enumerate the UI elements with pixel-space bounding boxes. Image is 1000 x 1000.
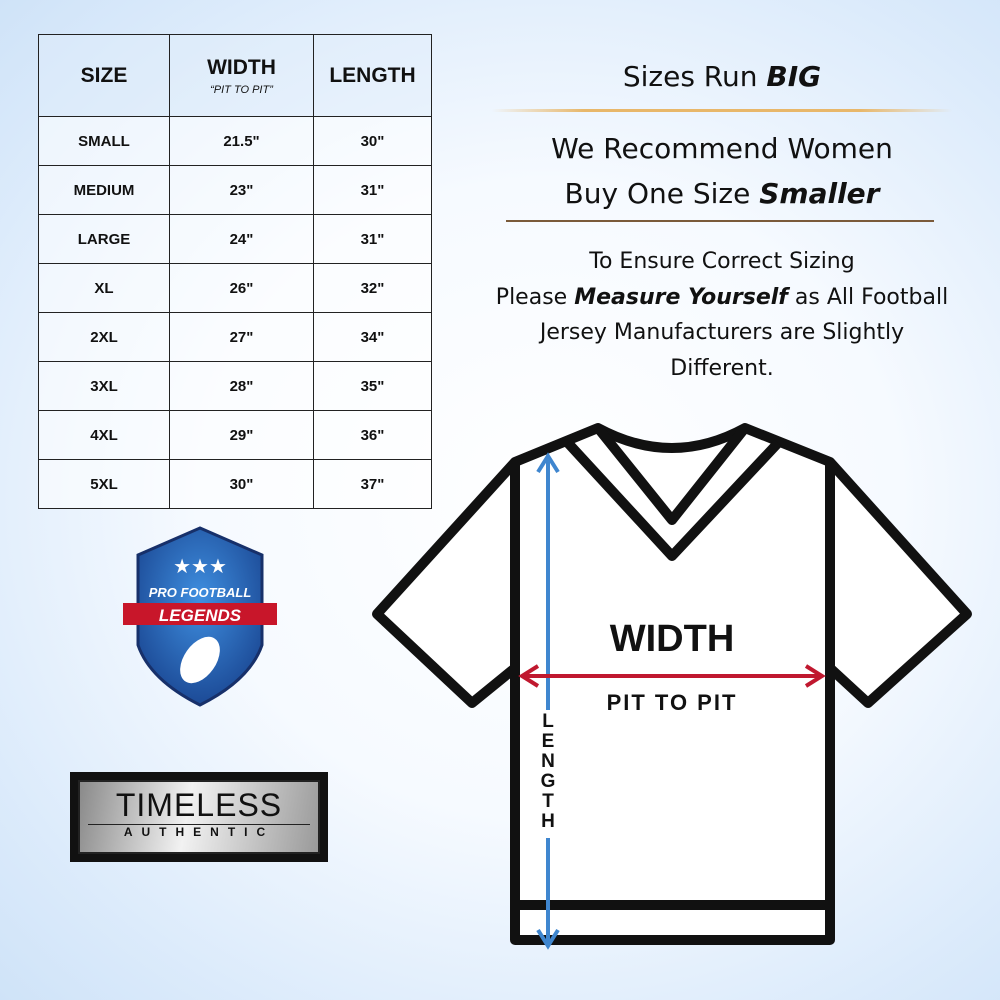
table-row: LARGE 24" 31" [38, 214, 432, 264]
cell-width: 29" [169, 410, 314, 460]
table-row: 5XL 30" 37" [38, 459, 432, 509]
cell-width: 24" [169, 214, 314, 264]
length-label-bg [536, 710, 560, 838]
width-label: WIDTH [609, 618, 735, 660]
cell-size: 2XL [38, 312, 170, 362]
cell-size: MEDIUM [38, 165, 170, 215]
recommend-line-1: We Recommend Women [551, 132, 893, 165]
recommend-line-2: Buy One Size Smaller [470, 177, 974, 210]
table-row: 4XL 29" 36" [38, 410, 432, 460]
width-arrow [518, 664, 826, 688]
header-size: SIZE [38, 34, 170, 117]
cell-size: 4XL [38, 410, 170, 460]
header-width-sub: “PIT TO PIT” [210, 83, 273, 96]
para-line-3: Jersey Manufacturers are Slightly [539, 320, 905, 345]
cell-length: 31" [313, 165, 432, 215]
width-sub-label: PIT TO PIT [606, 690, 738, 715]
headline-emphasis: BIG [766, 60, 822, 93]
cell-size: XL [38, 263, 170, 313]
timeless-authentic-logo: TIMELESS AUTHENTIC [70, 772, 328, 862]
jersey-collar-icon [564, 439, 782, 561]
table-row: XL 26" 32" [38, 263, 432, 313]
para-emphasis: Measure Yourself [574, 284, 788, 310]
cell-length: 34" [313, 312, 432, 362]
para-pre: Please [495, 284, 575, 310]
table-row: 2XL 27" 34" [38, 312, 432, 362]
cell-length: 37" [313, 459, 432, 509]
para-post: as All Football [787, 284, 949, 310]
para-line-1: To Ensure Correct Sizing [589, 249, 855, 274]
headline-text: Sizes Run [622, 60, 767, 93]
para-line-2: Please Measure Yourself as All Football [470, 280, 974, 316]
header-width-label: WIDTH [207, 55, 276, 79]
recommend-text: Buy One Size [564, 177, 760, 210]
svg-text:PRO FOOTBALL: PRO FOOTBALL [149, 585, 252, 600]
recommend-emphasis: Smaller [759, 177, 880, 210]
header-length: LENGTH [313, 34, 432, 117]
cell-size: LARGE [38, 214, 170, 264]
jersey-outline-icon [372, 423, 972, 945]
cell-size: 5XL [38, 459, 170, 509]
cell-width: 28" [169, 361, 314, 411]
svg-text:★★★: ★★★ [173, 554, 227, 578]
cell-size: 3XL [38, 361, 170, 411]
sizes-run-big: Sizes Run BIG [470, 60, 974, 93]
cell-width: 23" [169, 165, 314, 215]
length-label: LENGTH [540, 711, 556, 832]
jersey-collar-inner-icon [594, 424, 749, 525]
svg-text:LEGENDS: LEGENDS [159, 606, 242, 625]
cell-size: SMALL [38, 116, 170, 166]
cell-width: 21.5" [169, 116, 314, 166]
cell-length: 36" [313, 410, 432, 460]
gold-divider [492, 109, 952, 112]
cell-width: 30" [169, 459, 314, 509]
logo-timeless: TIMELESS [115, 787, 283, 823]
logo-authentic: AUTHENTIC [88, 824, 310, 839]
pro-football-legends-logo: ★★★ PRO FOOTBALL LEGENDS [123, 526, 277, 707]
table-row: SMALL 21.5" 30" [38, 116, 432, 166]
table-row: 3XL 28" 35" [38, 361, 432, 411]
length-arrow [536, 452, 560, 950]
measure-paragraph: To Ensure Correct Sizing Please Measure … [470, 244, 974, 386]
size-chart-table: SIZE WIDTH “PIT TO PIT” LENGTH SMALL 21.5"… [38, 34, 432, 509]
table-row: MEDIUM 23" 31" [38, 165, 432, 215]
cell-width: 27" [169, 312, 314, 362]
table-header-row: SIZE WIDTH “PIT TO PIT” LENGTH [38, 34, 432, 117]
brown-divider [506, 220, 934, 222]
cell-length: 35" [313, 361, 432, 411]
para-line-4: Different. [670, 355, 774, 381]
